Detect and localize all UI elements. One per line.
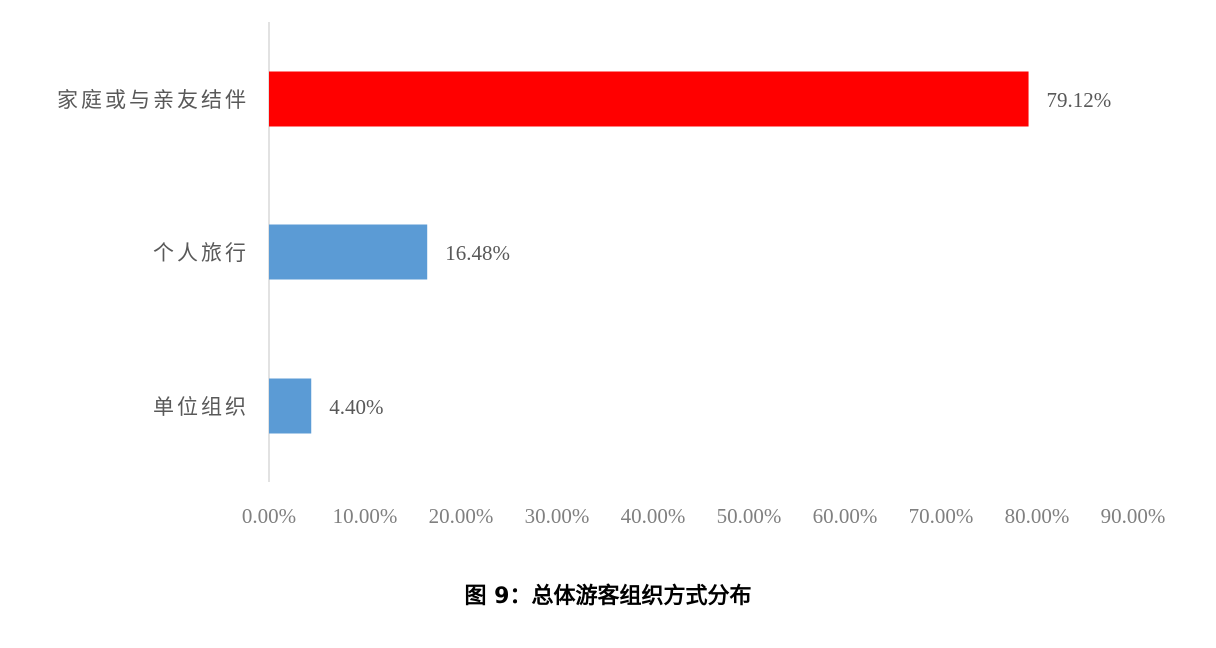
data-label: 79.12% [1047, 88, 1112, 112]
category-label: 单位组织 [153, 395, 249, 419]
x-tick-label: 0.00% [242, 504, 296, 528]
x-tick-label: 10.00% [333, 504, 398, 528]
x-tick-label: 60.00% [813, 504, 878, 528]
bar [269, 71, 1029, 127]
x-tick-label: 30.00% [525, 504, 590, 528]
bar [269, 378, 312, 434]
category-label: 家庭或与亲友结伴 [57, 88, 249, 112]
x-tick-label: 40.00% [621, 504, 686, 528]
x-tick-label: 70.00% [909, 504, 974, 528]
figure-caption: 图 9：总体游客组织方式分布 [464, 584, 752, 609]
x-tick-label: 90.00% [1101, 504, 1166, 528]
data-label: 16.48% [445, 241, 510, 265]
x-tick-label: 80.00% [1005, 504, 1070, 528]
x-tick-label: 50.00% [717, 504, 782, 528]
x-tick-label: 20.00% [429, 504, 494, 528]
data-label: 4.40% [329, 395, 383, 419]
bar [269, 224, 428, 280]
bar-chart: 家庭或与亲友结伴 79.12% 个人旅行 16.48% 单位组织 4.40% 0.00% 1… [57, 22, 1166, 528]
category-label: 个人旅行 [153, 241, 249, 265]
